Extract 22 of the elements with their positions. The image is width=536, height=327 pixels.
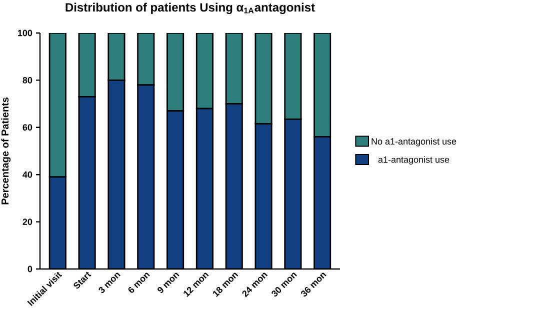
bar xyxy=(108,80,126,269)
y-tick-label: 0 xyxy=(28,266,32,272)
y-tick-label: 20 xyxy=(22,218,32,225)
bar xyxy=(254,33,272,125)
bar xyxy=(225,103,243,269)
bar xyxy=(78,96,96,269)
bar xyxy=(284,33,302,120)
bar xyxy=(225,33,243,104)
legend-label: a1-antagonist use xyxy=(378,156,450,165)
bar xyxy=(254,123,272,269)
y-tick-label: 40 xyxy=(22,171,32,178)
bar xyxy=(108,33,126,81)
bar xyxy=(284,118,302,269)
bar xyxy=(137,84,155,269)
legend-label: No a1-antagonist use xyxy=(372,138,456,146)
y-tick-label: 80 xyxy=(22,77,32,84)
y-tick-label: 60 xyxy=(22,124,32,131)
bar xyxy=(137,33,155,86)
chart-title: Distribution of patients Using α$_{1A}$antagonist xyxy=(66,2,315,14)
bar xyxy=(78,33,96,98)
y-axis-title: Percentage of Patients xyxy=(1,98,11,204)
y-tick-label: 100 xyxy=(18,30,32,36)
